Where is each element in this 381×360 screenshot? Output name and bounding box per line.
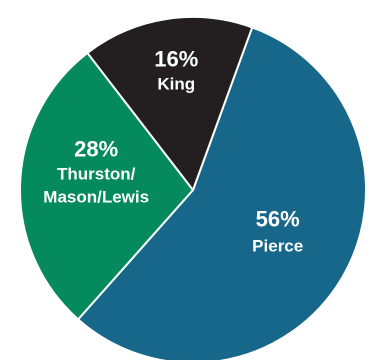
pie-category-label-king-1: King	[157, 74, 195, 93]
pie-category-label-pierce-1: Pierce	[252, 237, 303, 256]
pie-slice-pierce	[77, 26, 367, 360]
pie-percent-thurston-mason-lewis: 28%	[74, 137, 118, 162]
pie-percent-pierce: 56%	[256, 207, 300, 232]
pie-slice-thurston-mason-lewis	[19, 51, 194, 321]
pie-percent-king: 16%	[154, 46, 198, 71]
pie-category-label-thurston-mason-lewis-2: Mason/Lewis	[43, 188, 149, 207]
pie-category-label-thurston-mason-lewis-1: Thurston/	[57, 165, 136, 184]
pie-slice-king	[86, 16, 254, 191]
pie-label-pierce: 56% Pierce	[252, 207, 303, 256]
pie-label-king: 16% King	[154, 46, 198, 93]
pie-label-thurston-mason-lewis: 28% Thurston/Mason/Lewis	[43, 137, 149, 207]
